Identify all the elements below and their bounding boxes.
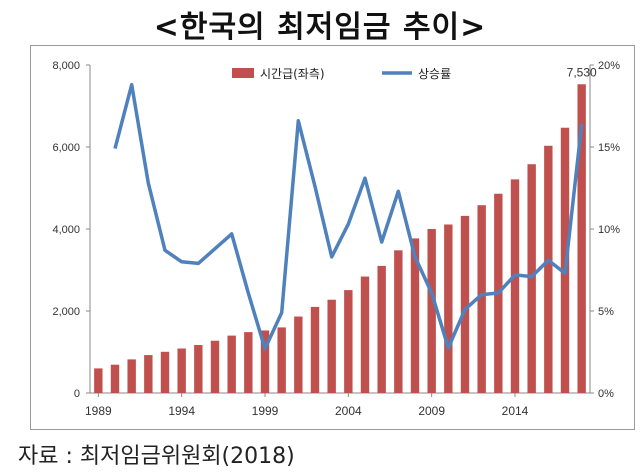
bar <box>210 340 220 393</box>
source-note: 자료 : 최저임금위원회(2018) <box>18 444 295 469</box>
y-left-tick-label: 2,000 <box>52 306 80 318</box>
bar <box>527 164 536 393</box>
y-left-tick-label: 4,000 <box>52 224 80 236</box>
page-title: <한국의 최저임금 추이> <box>153 10 487 45</box>
bar <box>160 351 170 393</box>
bar <box>344 290 353 393</box>
bar <box>244 332 253 393</box>
bar <box>394 250 403 393</box>
bar <box>544 145 553 393</box>
x-tick-label: 1989 <box>85 404 112 418</box>
chart-frame <box>30 45 635 430</box>
bar <box>444 224 453 393</box>
bar <box>577 84 586 394</box>
bar <box>310 306 320 393</box>
line-series <box>113 82 584 351</box>
x-tick-label: 1994 <box>168 404 195 418</box>
bar <box>377 265 386 393</box>
bar <box>144 355 153 393</box>
y-right-tick-label: 20% <box>598 60 620 72</box>
bar <box>510 179 520 393</box>
y-left-tick-label: 6,000 <box>52 142 80 154</box>
y-right-tick-label: 15% <box>598 142 620 154</box>
bar <box>177 348 186 393</box>
bar <box>94 368 103 393</box>
y-left-tick-label: 8,000 <box>52 60 80 72</box>
bar <box>460 215 470 393</box>
x-tick-label: 2004 <box>335 404 362 418</box>
data-label: 7,530 <box>567 65 597 79</box>
legend-label-bar: 시간급(좌측) <box>260 67 325 81</box>
bar <box>194 345 203 393</box>
bar <box>294 316 303 393</box>
x-tick-label: 2014 <box>502 404 529 418</box>
bar <box>410 238 420 393</box>
bar <box>360 276 370 393</box>
legend-label-line: 상승률 <box>418 67 451 81</box>
y-right-tick-label: 10% <box>598 224 620 236</box>
legend-swatch-bar <box>232 68 254 78</box>
bar <box>477 205 486 393</box>
bar <box>427 229 436 393</box>
x-tick-label: 2009 <box>418 404 445 418</box>
bar <box>110 364 120 393</box>
bar <box>277 327 286 393</box>
y-right-tick-label: 0% <box>598 388 614 400</box>
bar <box>227 335 236 393</box>
bar <box>260 330 270 393</box>
x-tick-label: 1999 <box>252 404 279 418</box>
y-left-tick-label: 0 <box>74 388 80 400</box>
bar <box>127 359 136 393</box>
bar <box>327 299 336 393</box>
y-right-tick-label: 5% <box>598 306 614 318</box>
